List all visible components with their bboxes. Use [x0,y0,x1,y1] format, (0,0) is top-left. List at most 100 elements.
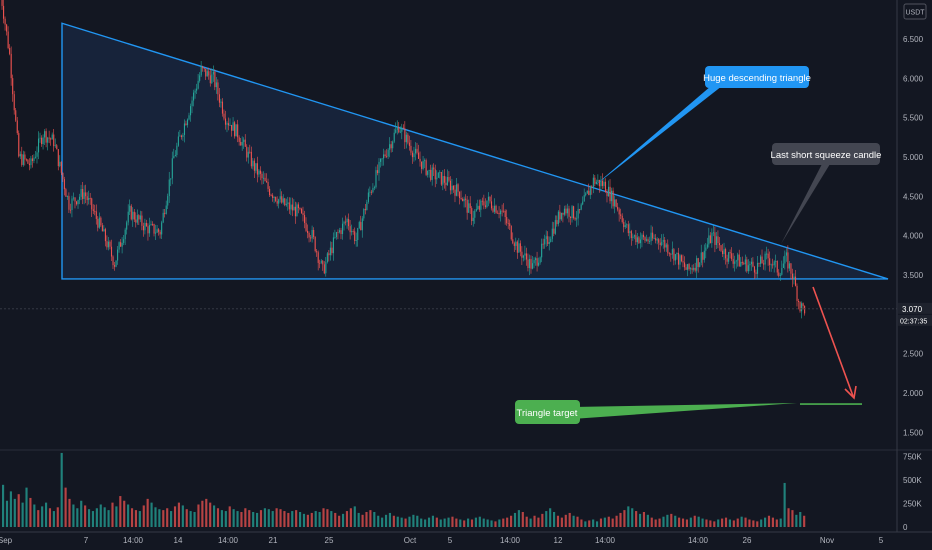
candle-body [88,197,90,201]
annotation-text-squeeze: Last short squeeze candle [771,150,882,161]
candle-body [679,255,681,265]
candle-body [568,208,570,217]
annotation-triangle-target[interactable]: Triangle target [515,400,797,424]
volume-bar [771,517,774,527]
volume-bar [631,508,634,527]
candle-body [83,192,85,199]
volume-bar [170,511,173,527]
candle-body [384,154,386,156]
candle-body [601,180,604,186]
candle-body [218,94,220,103]
volume-bar [611,518,614,527]
volume-bar [705,519,708,527]
volume-bar [693,515,696,527]
candle-body [481,200,483,202]
candle-body [94,210,96,212]
candle-body [525,253,528,260]
price-tick-label: 4.000 [903,232,924,241]
volume-bar [447,517,450,527]
volume-bar [287,512,290,527]
candle-body [471,208,473,222]
candle-body [790,263,792,274]
candle-body [354,231,356,241]
volume-bar [541,513,544,527]
candle-body [723,249,725,255]
annotation-text-triangle: Huge descending triangle [703,73,811,84]
volume-bar [306,514,309,527]
candle-body [737,254,739,261]
price-axis[interactable]: 6.500 6.000 5.500 5.000 4.500 4.000 3.500 2.500… [903,35,924,437]
candle-body [582,201,584,205]
annotation-last-short-squeeze[interactable]: Last short squeeze candle [771,143,882,244]
candle-body [177,136,179,146]
candle-body [346,218,348,223]
candle-body [550,238,552,242]
volume-bar [283,511,286,527]
candle-body [621,215,623,223]
time-axis[interactable]: Sep 7 14:00 14 14:00 21 25 Oct 5 14:00 12 14:00 14:0… [0,536,884,545]
candle-body [764,253,766,265]
candle-body [460,197,462,199]
candle-body [475,209,477,212]
candle-body [585,193,587,196]
candle-body [162,212,164,223]
volume-bar [365,512,368,527]
candle-body [209,75,211,84]
candle-body [48,137,50,139]
volume-bar [197,504,200,527]
candle-body [95,211,97,219]
volume-bar [220,510,223,527]
candle-body [712,232,714,234]
candle-body [760,256,762,264]
volume-bar [576,516,579,527]
volume-bar [17,494,20,527]
candle-body [328,253,330,256]
candle-body [433,167,435,170]
volume-bar [599,518,603,527]
candle-body [796,285,798,301]
candle-body [185,123,187,126]
candle-body [15,110,17,121]
candle-body [313,229,315,237]
candle-body [89,197,91,199]
candle-body [196,88,198,91]
candle-body [687,264,689,270]
candle-body [566,208,569,214]
volume-bar [396,516,399,527]
volume-bar [564,514,567,527]
candle-body [694,267,696,271]
candle-body [463,198,465,202]
price-tick-label: 5.000 [903,153,924,162]
candle-body [451,185,453,191]
candle-body [547,236,549,244]
candle-body [132,211,134,220]
currency-badge[interactable]: USDT [903,3,927,20]
candle-body [758,262,760,264]
candle-body [446,177,448,186]
candle-body [53,134,55,147]
candle-body [576,218,578,220]
volume-bar [412,514,415,527]
candle-body [357,228,359,241]
candle-body [416,148,418,153]
descending-triangle[interactable] [61,22,889,280]
volume-bar [642,512,646,527]
candle-body [452,185,455,190]
candle-body [744,259,746,265]
volume-bar [103,507,106,527]
volume-bar [127,504,130,527]
volume-bar [799,512,802,527]
time-tick-label: Nov [820,536,834,545]
candle-body [472,217,474,222]
annotation-huge-descending-triangle[interactable]: Huge descending triangle [593,66,811,187]
volume-bar [455,518,458,527]
currency-label: USDT [905,10,925,17]
candle-body [431,167,433,180]
volume-bar [99,504,102,527]
candle-body [588,190,590,196]
candle-body [326,253,328,263]
candle-body [133,211,135,220]
candle-body [509,223,511,227]
candle-body [408,142,410,146]
